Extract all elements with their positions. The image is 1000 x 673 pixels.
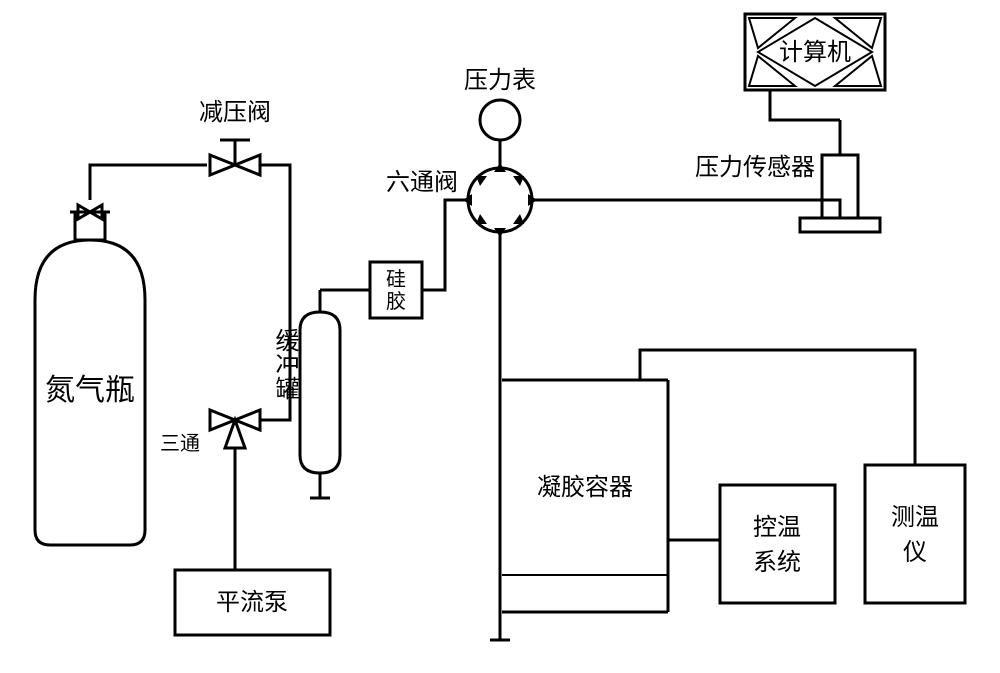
thermometer xyxy=(865,465,965,603)
pipe-bottle-to-valve xyxy=(90,165,207,200)
thermometer-label-2: 仪 xyxy=(903,540,927,566)
buffer-tank-label: 缓冲罐 xyxy=(271,328,299,400)
pressure-gauge-label: 压力表 xyxy=(464,67,536,94)
temp-control-label-1: 控温 xyxy=(753,514,801,541)
computer-label: 计算机 xyxy=(779,39,851,66)
pipe-silica-to-sixway xyxy=(422,200,468,290)
pipe-sixway-to-sensor xyxy=(532,200,840,218)
advection-pump-label: 平流泵 xyxy=(216,589,288,616)
six-way-valve xyxy=(463,163,537,237)
pipe-sensor-to-computer xyxy=(770,90,840,120)
thermometer-label-1: 测温 xyxy=(891,504,939,531)
pressure-sensor-label: 压力传感器 xyxy=(695,154,815,181)
gel-container-label: 凝胶容器 xyxy=(537,474,633,501)
silica-gel-label-1: 硅 xyxy=(386,268,406,291)
pressure-gauge xyxy=(480,100,520,140)
temp-control-label-2: 系统 xyxy=(753,549,801,576)
relief-valve-label: 减压阀 xyxy=(199,99,271,126)
nitrogen-bottle-label: 氮气瓶 xyxy=(45,374,135,407)
buffer-tank xyxy=(300,290,340,498)
three-way-label: 三通 xyxy=(160,432,200,455)
silica-gel-label-2: 胶 xyxy=(386,290,406,313)
six-way-valve-label: 六通阀 xyxy=(386,169,458,196)
pipe-gel-to-thermometer xyxy=(640,350,915,465)
temp-control-system xyxy=(720,485,835,603)
relief-valve xyxy=(210,140,260,175)
three-way-valve xyxy=(210,410,260,448)
